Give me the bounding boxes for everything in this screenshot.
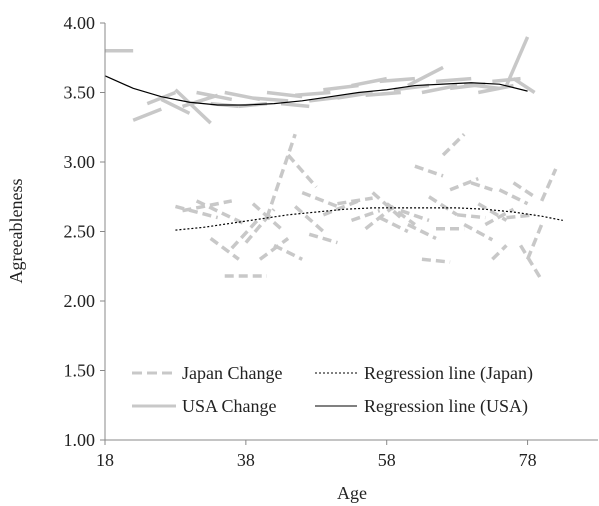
japan-change-segment (498, 188, 529, 206)
japan-change-segment (540, 168, 558, 202)
japan-change-segment (195, 199, 247, 227)
y-tick-label: 2.00 (64, 291, 96, 311)
usa-change-segment (160, 97, 191, 115)
japan-change-segment (407, 222, 437, 241)
y-axis-label: Agreeableness (6, 179, 26, 284)
axis-ticks: 1.00 1.50 2.00 2.50 3.00 3.50 4.00 18 38 58 78 (64, 13, 537, 470)
japan-change-segment (519, 244, 544, 282)
usa-change-segment (504, 36, 530, 87)
legend-label-regression-usa: Regression line (USA) (364, 396, 528, 417)
y-tick-label: 1.50 (64, 361, 96, 381)
japan-change-segment (484, 207, 515, 227)
usa-change-segment (379, 76, 416, 84)
x-tick-label: 78 (519, 450, 537, 470)
usa-change-segment (463, 82, 500, 91)
japan-change-segment (322, 199, 360, 217)
usa-change-segment (512, 77, 536, 94)
x-tick-label: 18 (96, 450, 114, 470)
series-regression-line-usa (104, 75, 528, 106)
y-tick-label: 3.50 (64, 83, 96, 103)
japan-change-segment (421, 257, 451, 264)
japan-change-segment (470, 181, 493, 192)
usa-change-segment (393, 83, 430, 92)
usa-change-segment (196, 90, 233, 102)
japan-change-segment (525, 223, 544, 260)
usa-change-segment (252, 96, 289, 103)
usa-change-segment (365, 90, 401, 98)
legend-item-japan-change: Japan Change (132, 363, 282, 383)
usa-change-segment (174, 88, 212, 125)
x-tick-label: 58 (378, 450, 396, 470)
japan-change-segment (378, 216, 409, 234)
regression-line-usa-curve (104, 75, 528, 106)
japan-change-segment (456, 213, 486, 220)
series-japan-change (174, 132, 558, 282)
y-tick-label: 3.00 (64, 152, 96, 172)
legend-item-regression-japan: Regression line (Japan) (315, 363, 533, 384)
y-tick-label: 2.50 (64, 222, 96, 242)
japan-change-segment (449, 177, 479, 192)
usa-change-segment (132, 107, 162, 122)
x-axis-label: Age (337, 483, 367, 503)
japan-change-segment (301, 190, 339, 209)
legend-label-usa-change: USA Change (182, 396, 277, 416)
japan-change-segment (491, 244, 508, 261)
usa-change-segment (435, 76, 472, 84)
legend: Japan Change USA Change Regression line … (132, 363, 533, 417)
usa-change-segment (146, 90, 177, 106)
japan-change-segment (293, 205, 325, 233)
y-tick-label: 4.00 (64, 13, 96, 33)
japan-change-segment (414, 164, 444, 178)
legend-item-regression-usa: Regression line (USA) (315, 396, 528, 417)
legend-item-usa-change: USA Change (132, 396, 277, 416)
usa-change-segment (280, 101, 310, 109)
x-tick-label: 38 (237, 450, 255, 470)
japan-change-segment (230, 216, 262, 250)
japan-change-segment (286, 153, 318, 189)
japan-change-segment (463, 223, 494, 242)
japan-change-segment (258, 237, 290, 261)
japan-change-segment (350, 208, 381, 223)
japan-change-segment (477, 202, 508, 222)
japan-change-segment (506, 213, 535, 220)
japan-change-segment (512, 181, 536, 199)
y-tick-label: 1.00 (64, 430, 96, 450)
japan-change-segment (428, 195, 459, 217)
usa-change-segment (295, 90, 331, 98)
japan-change-segment (400, 208, 430, 223)
japan-change-segment (273, 243, 303, 261)
japan-change-segment (385, 202, 416, 226)
japan-change-segment (308, 232, 338, 245)
usa-change-segment (407, 65, 444, 88)
legend-label-regression-japan: Regression line (Japan) (364, 363, 533, 384)
japan-change-segment (265, 133, 297, 219)
plot-marks (104, 36, 563, 282)
legend-label-japan-change: Japan Change (182, 363, 282, 383)
japan-change-segment (441, 132, 466, 157)
japan-change-segment (182, 199, 233, 213)
japan-change-segment (209, 237, 240, 261)
japan-change-segment (337, 196, 373, 206)
series-usa-change (105, 36, 536, 125)
usa-change-segment (337, 90, 373, 100)
japan-change-segment (174, 204, 219, 220)
